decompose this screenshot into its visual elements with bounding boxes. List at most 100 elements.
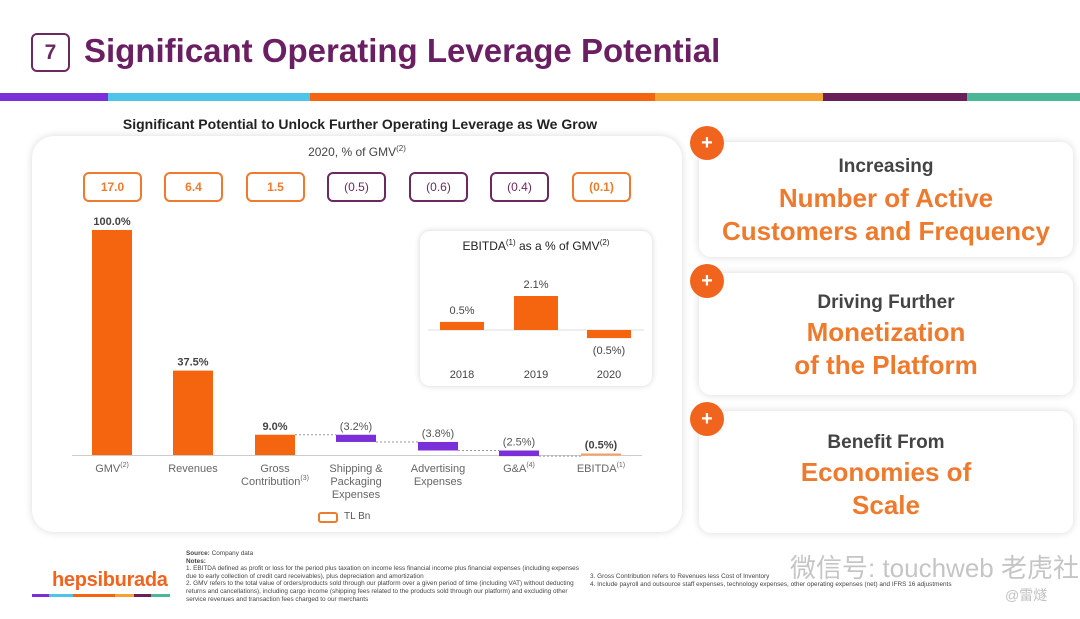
inset-data-label: (0.5%) (593, 345, 625, 357)
inset-year-label: 2018 (450, 369, 474, 381)
slide-title: Significant Operating Leverage Potential (84, 32, 721, 69)
category-label-line: Expenses (414, 476, 463, 488)
category-label: Gross Contribution(3) (241, 463, 309, 488)
footnote: 2. GMV refers to the total value of orde… (186, 580, 574, 603)
category-label-line: Gross (260, 463, 290, 475)
color-bar-segment (108, 93, 310, 101)
plus-icon: + (690, 126, 724, 160)
tl-bn-value-box: 17.0 (83, 172, 142, 202)
color-bar-segment (967, 93, 1080, 101)
plus-icon: + (690, 402, 724, 436)
waterfall-chart: 100.0% 37.5% 9.0% (3.2%) (3.8%) (2.5%) (0.5%) G… (72, 216, 642, 501)
footnotes-right: 3. Gross Contribution refers to Revenues… (590, 573, 1010, 588)
side-card-sub: Driving Further (817, 292, 955, 313)
logo-bar-segment (114, 594, 135, 597)
category-label-line: EBITDA (577, 463, 617, 475)
side-card-main: Economies of Scale (699, 456, 1073, 522)
waterfall-bar (173, 370, 213, 455)
inset-title-sup2: (2) (599, 238, 610, 247)
category-sup: (3) (300, 475, 309, 482)
plus-icon: + (690, 264, 724, 298)
side-card-scale (699, 411, 1073, 533)
category-label-line: GMV (95, 463, 121, 475)
inset-bar (587, 330, 631, 339)
waterfall-bar (581, 453, 621, 456)
logo-bar-segment (134, 594, 151, 597)
side-card-main-line: Economies of (800, 457, 972, 487)
inset-title-part1: EBITDA (462, 239, 506, 253)
tl-bn-value-box: 1.5 (246, 172, 305, 202)
color-bar-segment (0, 93, 108, 101)
category-label-line: Shipping & (329, 463, 383, 475)
category-label: G&A(4) (503, 462, 535, 475)
data-label: (3.8%) (422, 428, 454, 440)
inset-year-label: 2019 (524, 369, 548, 381)
logo-bar-segment (73, 594, 115, 597)
inset-data-label: 0.5% (449, 305, 474, 317)
data-label: (3.2%) (340, 421, 372, 433)
logo-bar-segment (150, 594, 170, 597)
notes-label-text: Notes: (186, 557, 206, 565)
side-card-customers (699, 142, 1073, 257)
tl-bn-value-box: 6.4 (164, 172, 223, 202)
data-label: 100.0% (93, 216, 131, 228)
waterfall-bar (499, 450, 539, 457)
footnote: 1. EBITDA defined as profit or loss for … (186, 565, 579, 580)
inset-year-label: 2020 (597, 369, 621, 381)
category-label: EBITDA(1) (577, 462, 625, 475)
category-label: Revenues (168, 463, 218, 475)
waterfall-bar (418, 441, 458, 451)
category-label-line: G&A (503, 463, 527, 475)
category-label-line: Expenses (332, 489, 381, 501)
hepsiburada-logo: hepsiburada (52, 569, 168, 591)
source-line: Source: Company data (186, 550, 586, 558)
side-card-sub: Increasing (838, 156, 934, 177)
source-label: Source: (186, 550, 210, 557)
slide-number-badge: 7 (31, 33, 70, 72)
tl-bn-value-box: (0.1) (572, 172, 631, 202)
side-card-main-line: of the Platform (794, 350, 978, 380)
legend-swatch-tl-bn (318, 512, 338, 523)
side-card-main-line: Customers and Frequency (722, 216, 1050, 246)
inset-bar (514, 296, 558, 330)
category-label-line: Advertising (411, 463, 465, 475)
side-card-sub: Benefit From (827, 432, 945, 453)
source-value: Company data (209, 550, 254, 557)
footnotes-left: Source: Company data Notes: 1. EBITDA de… (186, 550, 586, 603)
side-card-main-line: Monetization (806, 317, 966, 347)
tl-bn-value-box: (0.5) (327, 172, 386, 202)
chart-subtitle-sup: (2) (396, 144, 406, 153)
data-label: (0.5%) (585, 440, 618, 452)
side-card-main: Number of Active Customers and Frequency (699, 182, 1073, 248)
footnote: 4. Include payroll and outsource staff e… (590, 580, 952, 588)
notes-label: Notes: (186, 558, 586, 566)
side-card-main-line: Scale (852, 490, 920, 520)
ebitda-inset-title: EBITDA(1) as a % of GMV(2) (420, 238, 652, 253)
category-label: Advertising Expenses (411, 463, 465, 488)
logo-bar-segment (32, 594, 49, 597)
category-sup: (1) (617, 462, 626, 469)
tl-bn-value-box: (0.6) (409, 172, 468, 202)
color-bar-segment (655, 93, 823, 101)
category-label-line: Revenues (168, 463, 218, 475)
chart-subtitle-text: 2020, % of GMV (308, 145, 397, 159)
inset-bar (440, 321, 484, 330)
watermark-sub: @雷燧 (1005, 587, 1048, 603)
color-bar-segment (310, 93, 655, 101)
category-label-line: Contribution (241, 476, 300, 488)
watermark: 微信号: touchweb 老虎社区 (790, 553, 1080, 583)
waterfall-bar (255, 434, 295, 455)
tl-bn-value-box: (0.4) (490, 172, 549, 202)
inset-data-label: 2.1% (523, 279, 548, 291)
left-panel-heading: Significant Potential to Unlock Further … (122, 116, 598, 132)
footnote: 3. Gross Contribution refers to Revenues… (590, 573, 770, 580)
data-label: (2.5%) (503, 437, 535, 449)
legend-label: TL Bn (344, 511, 371, 522)
side-card-main: Monetization of the Platform (699, 316, 1073, 382)
side-card-main-line: Number of Active (778, 183, 994, 213)
category-label-line: Packaging (330, 476, 381, 488)
inset-title-sup1: (1) (505, 238, 516, 247)
category-label: GMV(2) (95, 462, 129, 475)
category-sup: (4) (526, 462, 535, 469)
chart-subtitle: 2020, % of GMV(2) (32, 144, 682, 159)
